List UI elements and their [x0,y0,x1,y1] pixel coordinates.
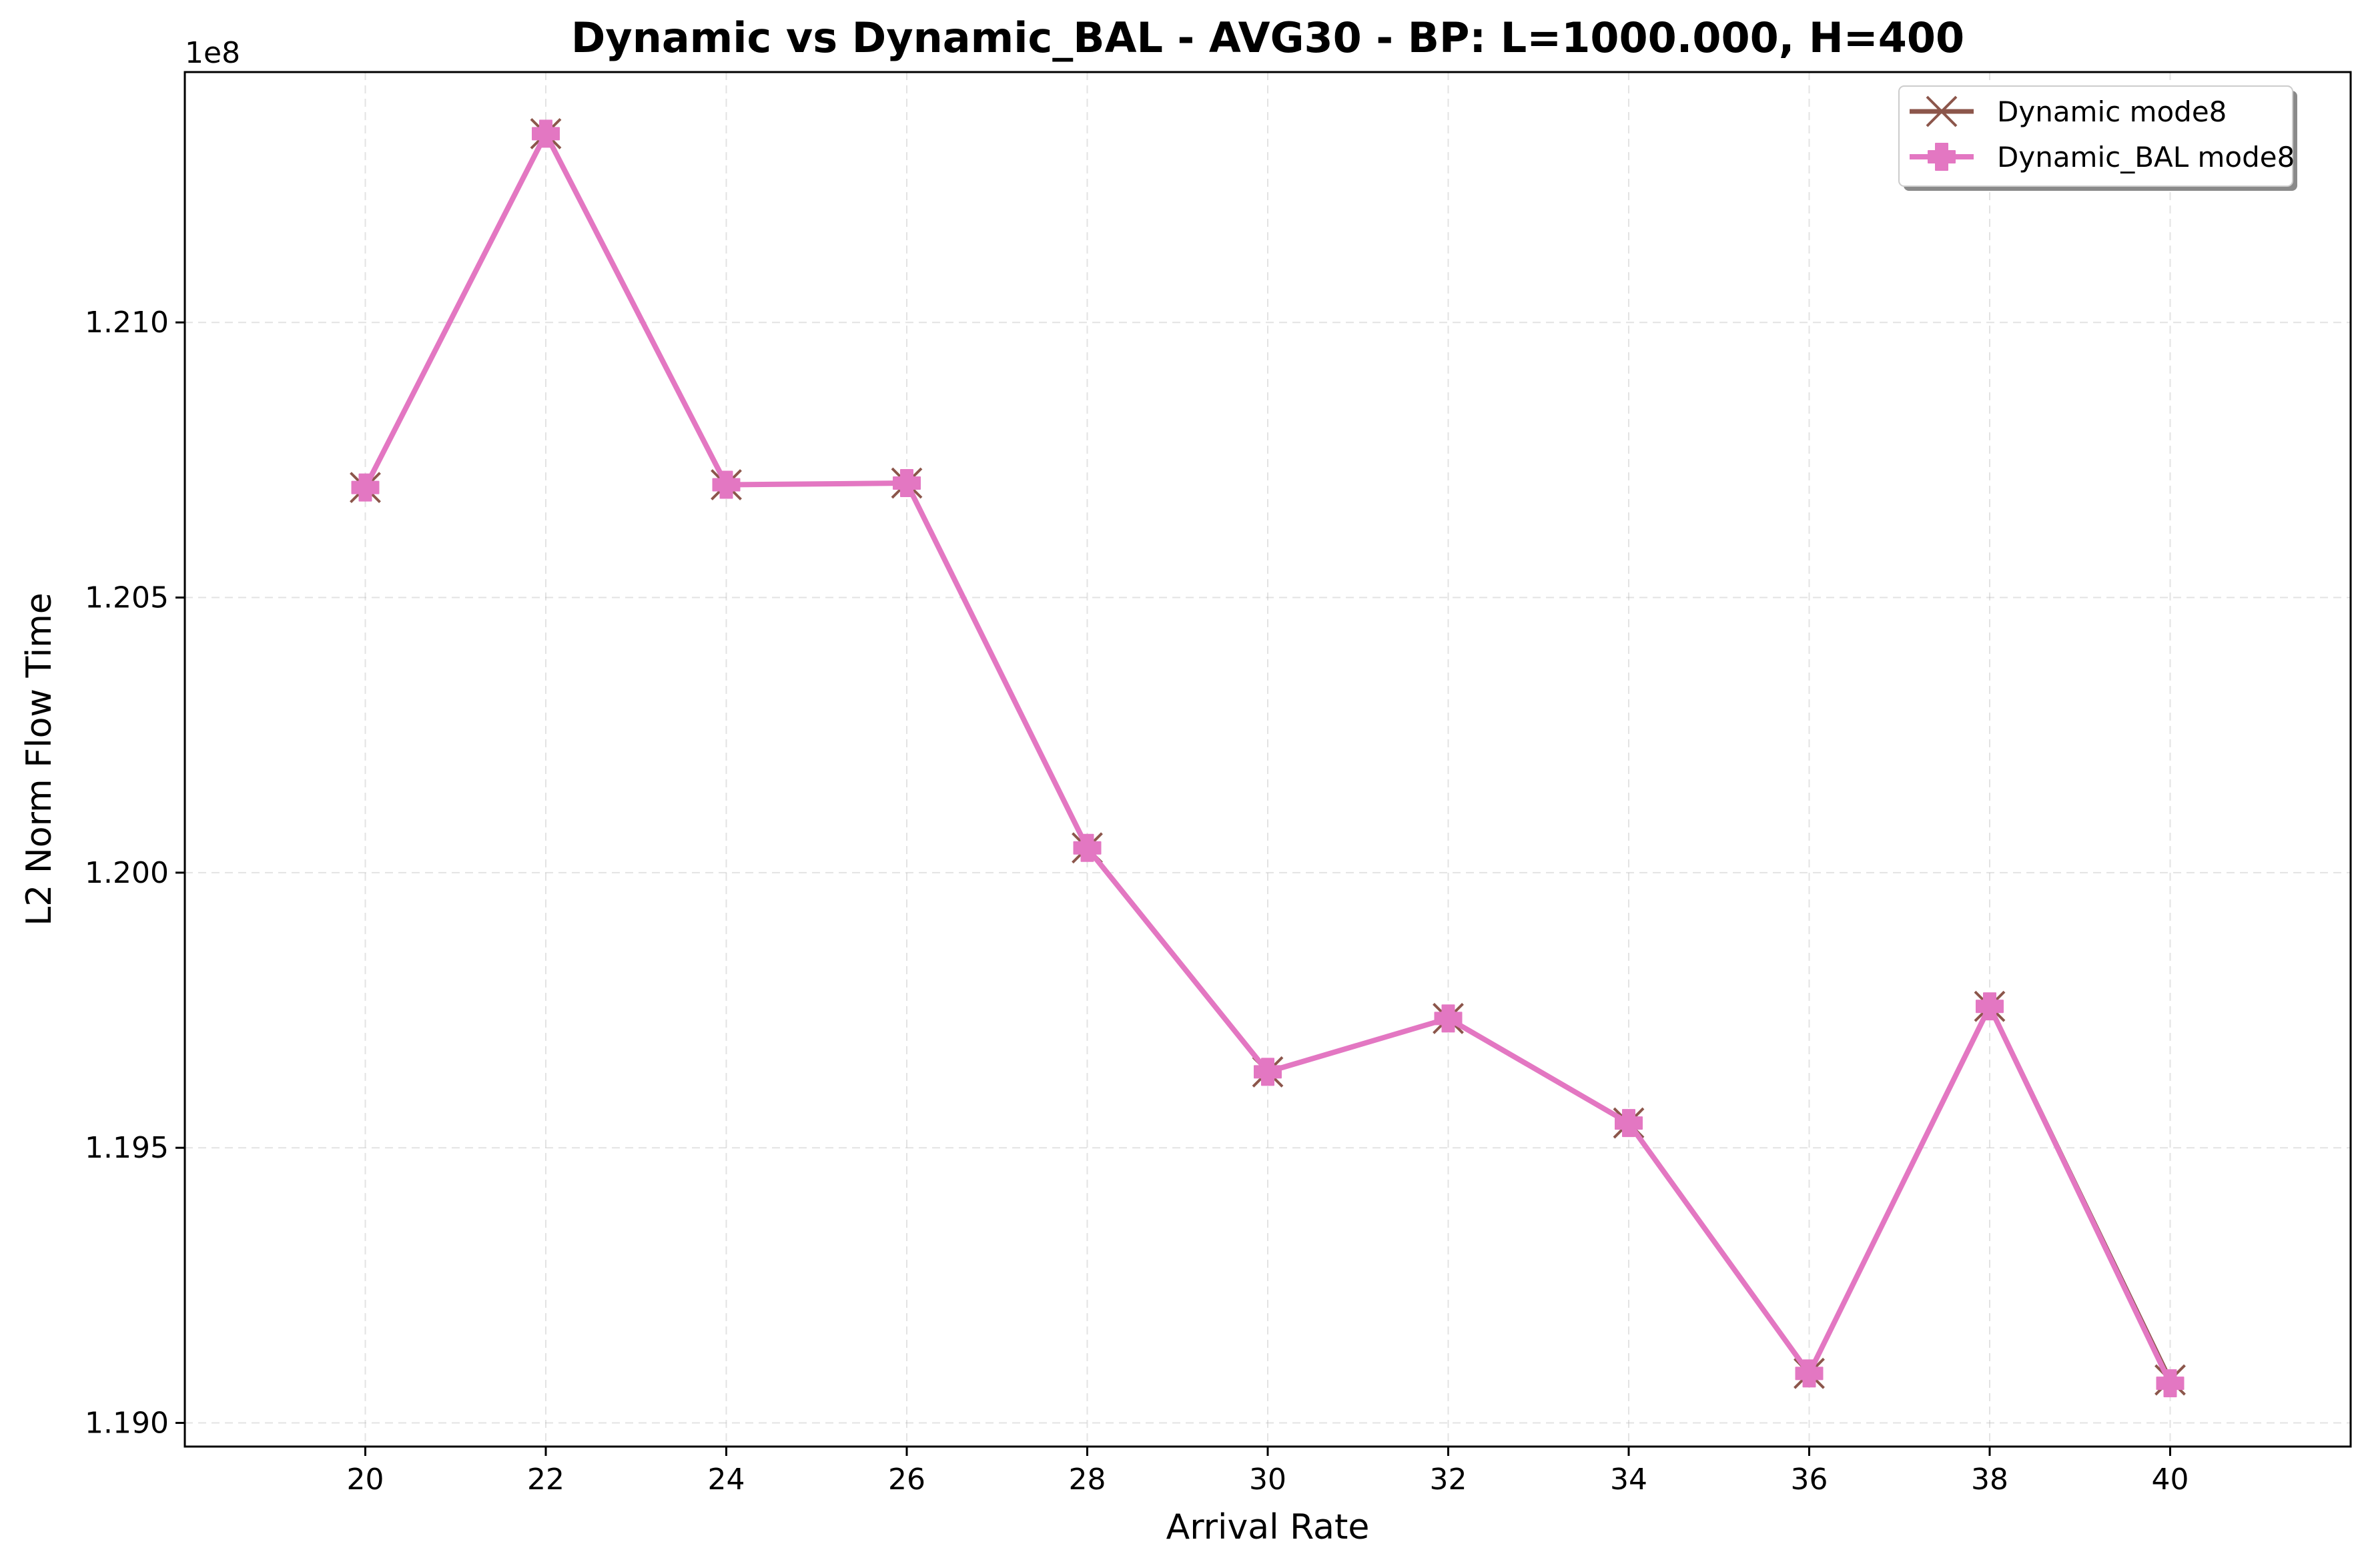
legend-item: Dynamic mode8 [1910,95,2227,128]
data-point [712,470,741,499]
legend-label: Dynamic_BAL mode8 [1997,141,2295,173]
y-offset-label: 1e8 [185,36,240,70]
x-tick-label: 34 [1610,1463,1647,1497]
data-point [893,469,921,498]
legend-box [1898,85,2293,187]
x-tick-label: 20 [347,1463,384,1497]
data-point [1795,1359,1824,1388]
y-tick-label: 1.195 [85,1131,169,1165]
chart-title: Dynamic vs Dynamic_BAL - AVG30 - BP: L=1… [571,13,1964,62]
data-point [1254,1058,1282,1086]
data-point [532,119,560,148]
data-point [1073,833,1102,862]
y-tick-label: 1.200 [85,856,169,890]
x-tick-label: 40 [2152,1463,2189,1497]
axis-ticks: 20 22 24 26 28 30 32 34 36 38 40 1.190 1.195 1.200 1.2… [85,306,2189,1497]
data-point [351,473,380,502]
legend: Dynamic mode8 Dynamic_BAL mode8 [1898,85,2297,191]
data-point [1615,1109,1643,1138]
y-axis-label: L2 Norm Flow Time [19,593,59,925]
x-tick-label: 24 [708,1463,745,1497]
x-tick-label: 22 [527,1463,564,1497]
x-tick-label: 38 [1971,1463,2008,1497]
x-tick-label: 32 [1430,1463,1467,1497]
y-tick-label: 1.210 [85,306,169,340]
x-tick-label: 28 [1069,1463,1106,1497]
data-point [1434,1004,1463,1033]
x-axis-label: Arrival Rate [1166,1507,1370,1547]
grid [185,72,2351,1447]
legend-marker [1926,95,1958,127]
y-tick-label: 1.205 [85,581,169,615]
legend-item: Dynamic_BAL mode8 [1910,141,2295,173]
series-group [350,117,2186,1398]
x-tick-label: 30 [1249,1463,1286,1497]
data-point [1976,992,2004,1021]
x-tick-label: 36 [1791,1463,1828,1497]
legend-marker [1928,143,1956,171]
y-tick-label: 1.190 [85,1407,169,1441]
x-tick-label: 26 [888,1463,925,1497]
legend-label: Dynamic mode8 [1997,95,2227,128]
data-point [2156,1369,2185,1398]
series-1 [351,119,2185,1398]
